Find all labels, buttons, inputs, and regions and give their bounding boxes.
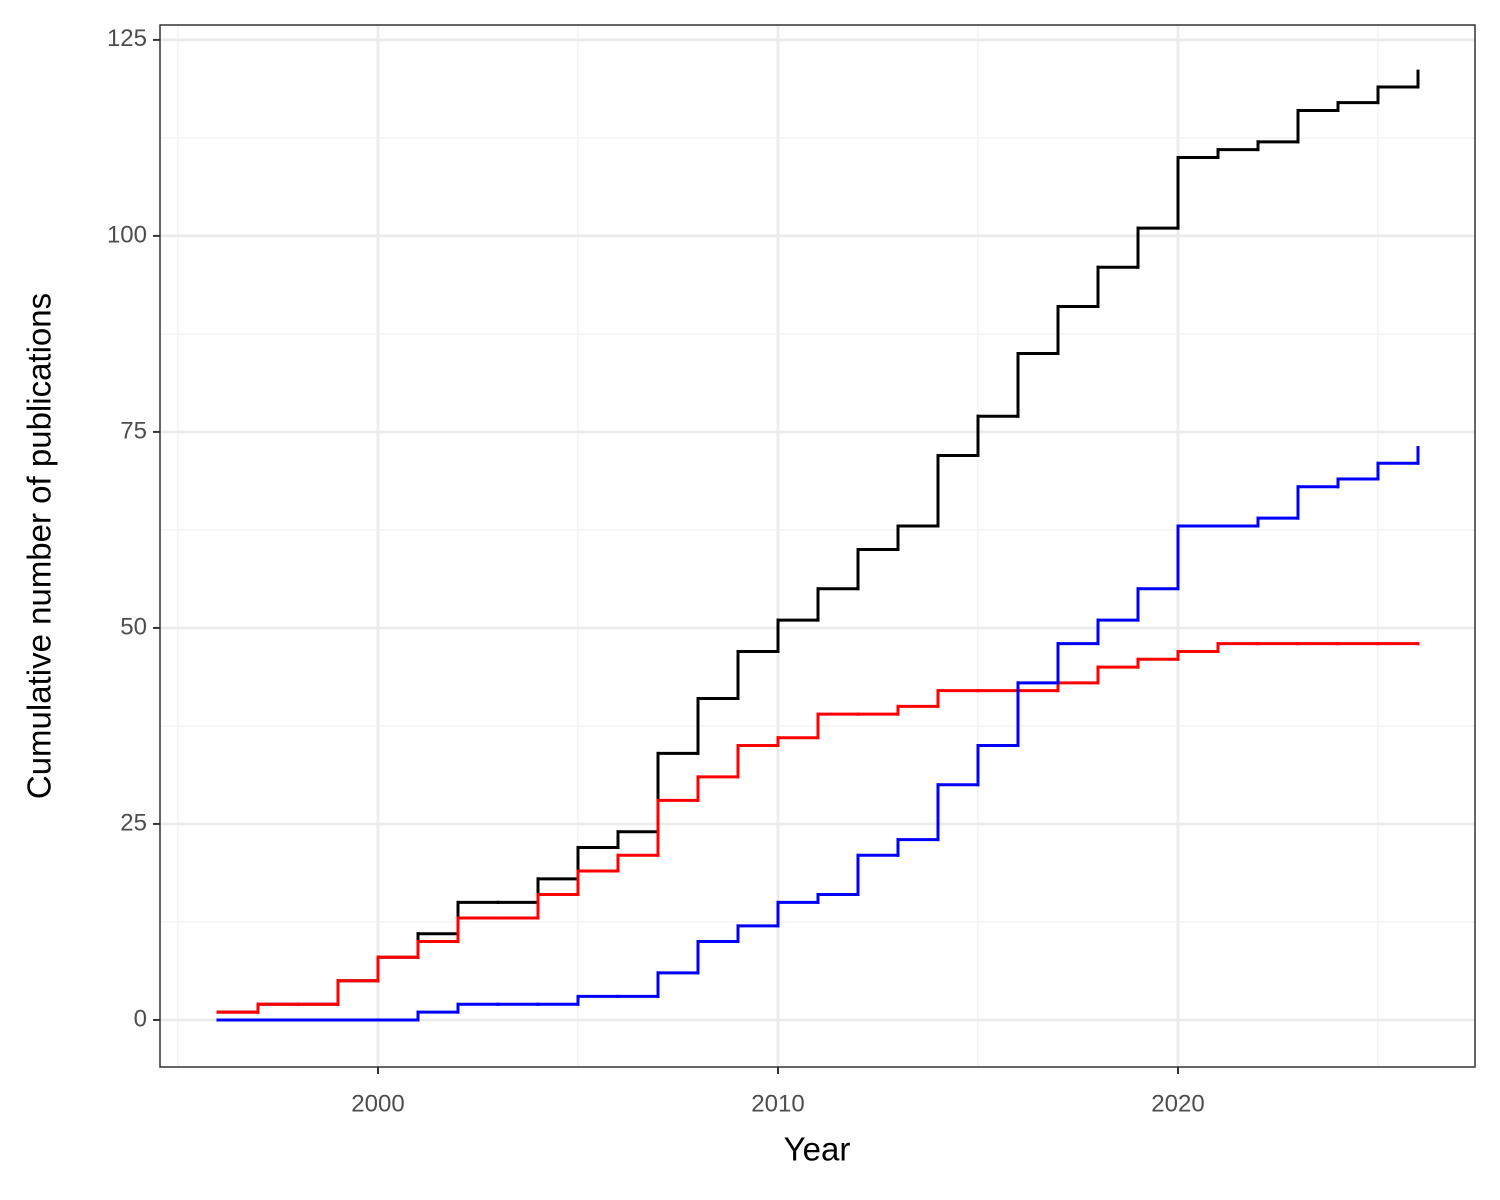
y-tick-label: 125 (107, 25, 147, 52)
x-tick-label: 2000 (351, 1090, 404, 1117)
y-tick-label: 100 (107, 221, 147, 248)
y-axis-title: Cumulative number of publications (21, 293, 58, 799)
y-tick-label: 0 (134, 1005, 147, 1032)
x-tick-label: 2020 (1151, 1090, 1204, 1117)
plot-border (159, 24, 1476, 1068)
y-tick-label: 50 (120, 613, 147, 640)
x-axis-title: Year (784, 1131, 851, 1168)
y-tick-label: 25 (120, 809, 147, 836)
y-tick-label: 75 (120, 417, 147, 444)
x-tick-label: 2010 (751, 1090, 804, 1117)
